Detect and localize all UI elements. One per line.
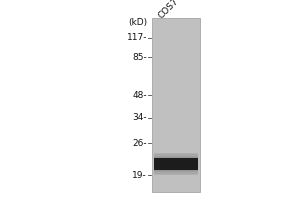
Text: 48-: 48- (132, 90, 147, 99)
Bar (154, 156, 198, 157)
Bar (154, 171, 198, 172)
Text: 117-: 117- (127, 33, 147, 43)
Text: 19-: 19- (132, 170, 147, 180)
Bar (154, 157, 198, 158)
Text: 34-: 34- (132, 114, 147, 122)
Bar (154, 172, 198, 174)
Bar (154, 153, 198, 154)
Bar (154, 174, 198, 175)
Text: (kD): (kD) (128, 18, 147, 27)
Bar (154, 170, 198, 171)
Text: 26-: 26- (132, 138, 147, 148)
Text: COS7: COS7 (157, 0, 181, 21)
Bar (154, 158, 198, 170)
Bar (154, 154, 198, 156)
Text: 85-: 85- (132, 52, 147, 62)
Bar (152, 18, 200, 192)
